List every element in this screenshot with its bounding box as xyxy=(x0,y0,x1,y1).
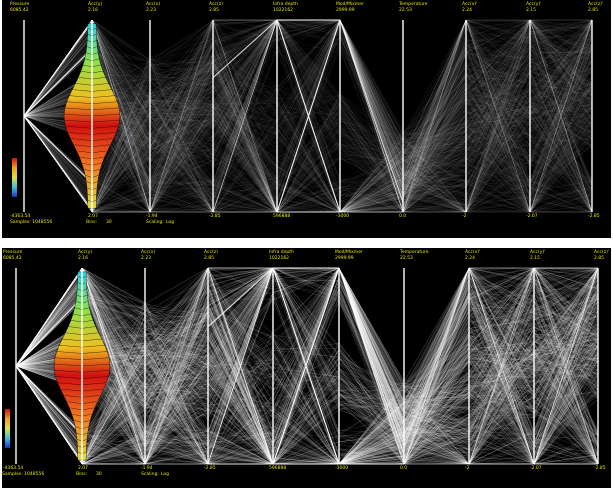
axis-label-max: 1022162 xyxy=(269,256,290,261)
parallel-coordinates-top[interactable]: Pressure 6085.42 -4363.54 Acc(y) 2.16 2.07 Acc… xyxy=(2,0,611,238)
axis-label-min: 596888 xyxy=(273,214,291,219)
axis-label-max: 2.15 xyxy=(530,256,541,261)
axis-label-max: 2999.99 xyxy=(335,256,354,261)
scaling-value: Log xyxy=(166,220,175,225)
axis-label-min: 2.07 xyxy=(78,466,89,471)
axis-label-name: Mod/Mixmer xyxy=(336,2,364,7)
axis-label-min: -2.85 xyxy=(209,214,221,219)
axis-label-min: -2.07 xyxy=(530,466,542,471)
axis-label-max: 22.53 xyxy=(400,256,413,261)
parallel-coordinates-bottom[interactable]: Pressure 6085.42 -4363.54 Acc(y) 2.16 2.07 Acc… xyxy=(2,248,611,488)
axis-label-max: 2.23 xyxy=(146,8,157,13)
axis-label-min: 0.0 xyxy=(400,466,408,471)
axis-label-max: 2.23 xyxy=(141,256,152,261)
axis-label-max: 6085.42 xyxy=(3,256,22,261)
axis-label-min: -2.07 xyxy=(526,214,538,219)
axis-label-max: 6085.42 xyxy=(10,8,29,13)
axis-label-max: 2.85 xyxy=(588,8,599,13)
scaling-label: Scaling: xyxy=(146,220,164,225)
bins-label: Bins: xyxy=(86,220,98,225)
colormap-legend-icon xyxy=(5,409,10,449)
highlight-lines xyxy=(15,267,405,465)
polylines xyxy=(23,19,593,213)
axis-label-min: 2.07 xyxy=(88,214,99,219)
axis-label-name: Acc(y) xyxy=(78,250,93,255)
plot-canvas-bottom[interactable] xyxy=(2,248,611,488)
axis-label-name: Acc(x)' xyxy=(462,2,478,7)
axis-label-name: Temperature xyxy=(399,2,428,7)
axis-label-name: Mod/Mixmer xyxy=(335,250,363,255)
axis-label-name: Acc(y) xyxy=(88,2,103,7)
axis-label-name: Infra depth xyxy=(273,2,298,7)
axis-label-min: -2 xyxy=(462,214,467,219)
axis-label-min: -2 xyxy=(465,466,470,471)
bins-value: 30 xyxy=(96,472,102,477)
axis-label-name: Acc(x)' xyxy=(465,250,481,255)
axis-label-min: -2.85 xyxy=(594,466,606,471)
axis-label-min: 0.0 xyxy=(399,214,407,219)
axis-label-max: 2.24 xyxy=(462,8,473,13)
axis-label-name: Pressure xyxy=(3,250,23,255)
bins-value: 30 xyxy=(106,220,112,225)
axis-label-name: Acc(y)' xyxy=(530,250,546,255)
axis-label-max: 2.15 xyxy=(526,8,537,13)
axis-label-name: Temperature xyxy=(400,250,429,255)
axis-label-min: -3000 xyxy=(336,214,350,219)
axis-label-name: Acc(y)' xyxy=(526,2,542,7)
scaling-value: Log xyxy=(161,472,170,477)
samples-count: Samples: 1048556 xyxy=(2,472,45,477)
polylines xyxy=(15,267,599,465)
axis-label-name: Acc(z)' xyxy=(588,2,604,7)
bins-label: Bins: xyxy=(76,472,88,477)
axis-label-max: 2.16 xyxy=(88,8,99,13)
highlight-lines xyxy=(23,19,404,213)
axis-label-name: Acc(z)' xyxy=(594,250,610,255)
axis-label-max: 22.53 xyxy=(399,8,412,13)
axis-label-min: -1.94 xyxy=(146,214,158,219)
histogram-glyph[interactable] xyxy=(53,268,111,464)
axis-label-max: 2999.99 xyxy=(336,8,355,13)
axis-label-max: 2.24 xyxy=(465,256,476,261)
axis-label-min: -3000 xyxy=(335,466,349,471)
samples-count: Samples: 1048556 xyxy=(10,220,53,225)
axis-label-min: -4363.54 xyxy=(10,214,31,219)
axis-label-max: 2.85 xyxy=(594,256,605,261)
axis-label-min: -1.94 xyxy=(141,466,153,471)
axis-label-name: Acc(z) xyxy=(209,2,223,7)
axis-label-name: Infra depth xyxy=(269,250,294,255)
axis-label-max: 1022162 xyxy=(273,8,294,13)
scaling-label: Scaling: xyxy=(141,472,159,477)
axis-label-name: Pressure xyxy=(10,2,30,7)
histogram-glyph[interactable] xyxy=(63,20,121,212)
axis-label-name: Acc(x) xyxy=(141,250,156,255)
axis-label-max: 2.16 xyxy=(78,256,89,261)
axis-label-max: 2.85 xyxy=(209,8,220,13)
plot-canvas-top[interactable] xyxy=(2,0,611,238)
colormap-legend-icon xyxy=(12,158,17,197)
axis-label-min: -4363.54 xyxy=(3,466,24,471)
axis-label-max: 2.85 xyxy=(204,256,215,261)
axis-label-min: 596888 xyxy=(269,466,287,471)
axis-label-min: -2.85 xyxy=(204,466,216,471)
axis-label-min: -2.85 xyxy=(588,214,600,219)
axis-label-name: Acc(x) xyxy=(146,2,161,7)
axis-label-name: Acc(z) xyxy=(204,250,218,255)
